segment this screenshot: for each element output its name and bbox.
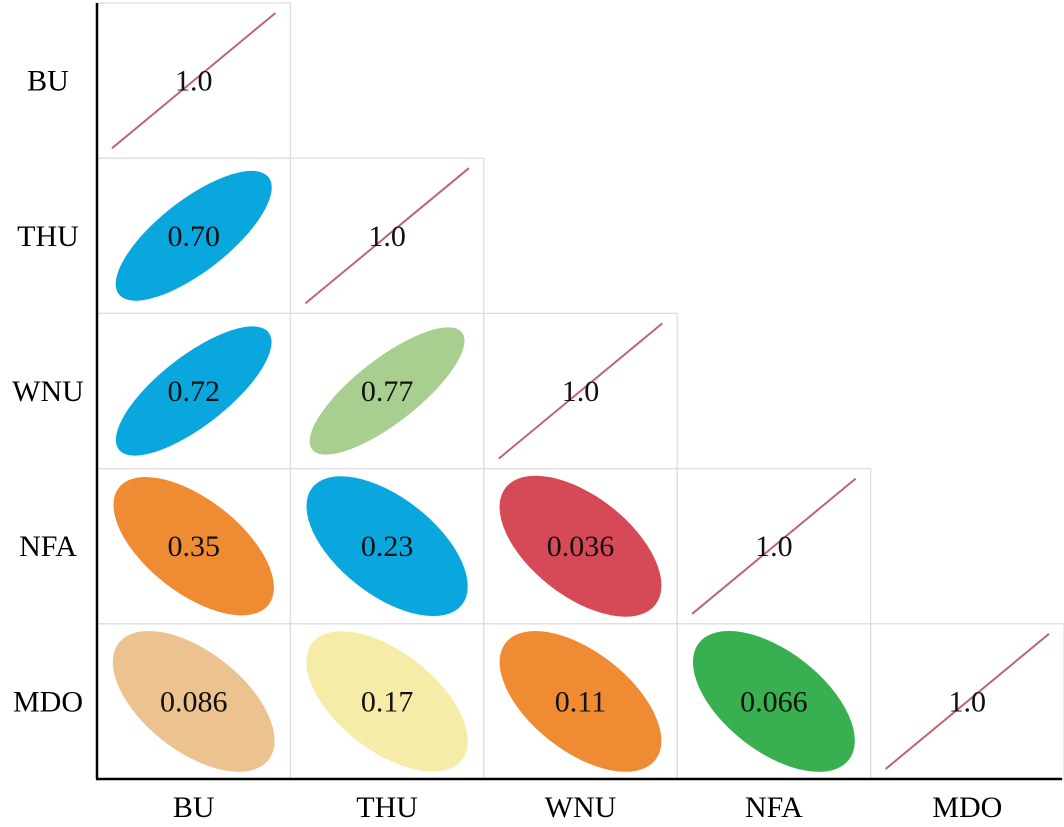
labels-layer: 1.0 1.0 1.0 1.0 1.0 0.70 0.72 0.77 0.35 0.23 0.036… [12,65,1002,824]
y-tick-label-bu: BU [27,65,69,98]
value-label-mdo-wnu: 0.11 [555,685,606,718]
value-label-wnu-bu: 0.72 [167,375,220,408]
y-tick-label-thu: THU [17,220,79,253]
x-tick-label-thu: THU [356,791,418,824]
ellipse-mdo-nfa [692,630,855,772]
ellipse-mdo-thu [306,631,468,772]
diagonal-line-thu [304,167,470,305]
x-tick-label-wnu: WNU [545,791,617,824]
ellipse-nfa-bu [113,477,274,616]
value-label-mdo-bu: 0.086 [160,685,228,718]
y-tick-label-mdo: MDO [13,685,83,718]
diagonal-value-bu: 1.0 [175,65,213,98]
x-tick-label-bu: BU [173,791,215,824]
ellipse-mdo-wnu [499,631,662,772]
diagonal-value-nfa: 1.0 [755,530,793,563]
diagonal-line-wnu [498,322,663,460]
diagonal-line-mdo [884,633,1050,770]
diagonal-value-mdo: 1.0 [949,685,987,718]
value-label-nfa-wnu: 0.036 [547,530,615,563]
value-label-wnu-thu: 0.77 [361,375,414,408]
value-label-nfa-thu: 0.23 [361,530,414,563]
ellipse-nfa-wnu [499,475,662,617]
value-label-thu-bu: 0.70 [167,220,220,253]
diagonal-line-nfa [691,477,857,615]
ellipse-thu-bu [115,170,272,301]
value-label-mdo-thu: 0.17 [361,685,414,718]
ellipse-wnu-bu [115,326,272,456]
marks-layer [111,12,1050,772]
y-tick-label-wnu: WNU [12,375,84,408]
y-tick-label-nfa: NFA [19,530,77,563]
x-tick-label-nfa: NFA [745,791,803,824]
ellipse-mdo-bu [112,630,275,772]
value-label-mdo-nfa: 0.066 [740,685,808,718]
ellipse-wnu-thu [309,327,465,455]
ellipse-nfa-thu [306,476,468,617]
value-label-nfa-bu: 0.35 [167,530,220,563]
diagonal-line-bu [111,12,277,149]
diagonal-value-wnu: 1.0 [562,375,600,408]
x-tick-label-mdo: MDO [932,791,1002,824]
diagonal-value-thu: 1.0 [368,220,406,253]
